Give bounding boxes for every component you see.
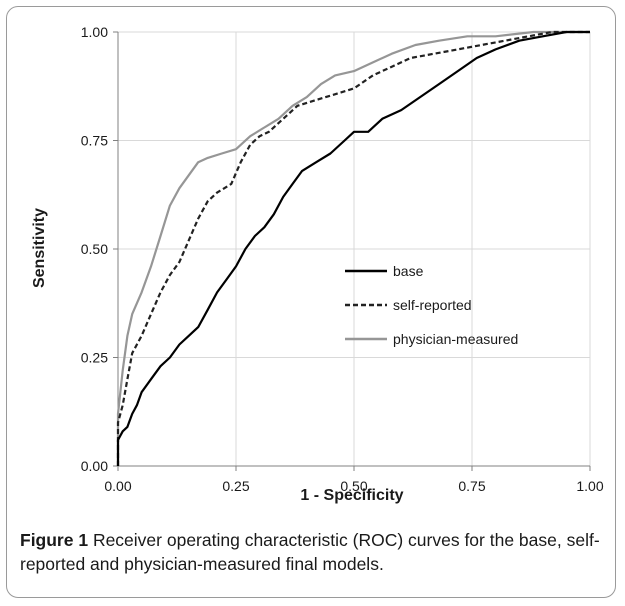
figure-frame: [6, 6, 616, 598]
y-tick-label: 1.00: [81, 24, 108, 40]
y-tick-label: 0.75: [81, 133, 108, 149]
roc-curves: [116, 30, 590, 466]
curve-physician-measured: [116, 30, 590, 466]
caption-lead: Figure 1: [20, 530, 89, 550]
legend-label-physician-measured: physician-measured: [393, 331, 518, 347]
legend-label-self-reported: self-reported: [393, 297, 472, 313]
curve-base: [116, 30, 590, 466]
legend: base self-reported physician-measured: [345, 263, 518, 347]
figure-caption: Figure 1 Receiver operating characterist…: [20, 528, 610, 576]
y-tick-label: 0.25: [81, 350, 108, 366]
y-axis-label: Sensitivity: [31, 208, 48, 288]
x-axis-label: 1 - Specificity: [300, 487, 403, 504]
grid: [118, 31, 591, 466]
legend-label-base: base: [393, 263, 424, 279]
x-tick-label: 0.25: [222, 478, 249, 494]
caption-text: Receiver operating characteristic (ROC) …: [20, 530, 600, 574]
axes: [113, 31, 591, 471]
y-tick-label: 0.50: [81, 241, 108, 257]
x-tick-label: 0.50: [340, 478, 367, 494]
x-tick-label: 0.00: [104, 478, 131, 494]
y-tick-label: 0.00: [81, 458, 108, 474]
x-tick-label: 1.00: [576, 478, 603, 494]
tick-labels: 0.00 0.25 0.50 0.75 1.00 0.00 0.25 0.50 0.75 1.00: [81, 24, 604, 494]
roc-chart: 0.00 0.25 0.50 0.75 1.00 0.00 0.25 0.50 0.75 1.00…: [31, 24, 604, 504]
x-tick-label: 0.75: [458, 478, 485, 494]
curve-self-reported: [116, 30, 590, 466]
